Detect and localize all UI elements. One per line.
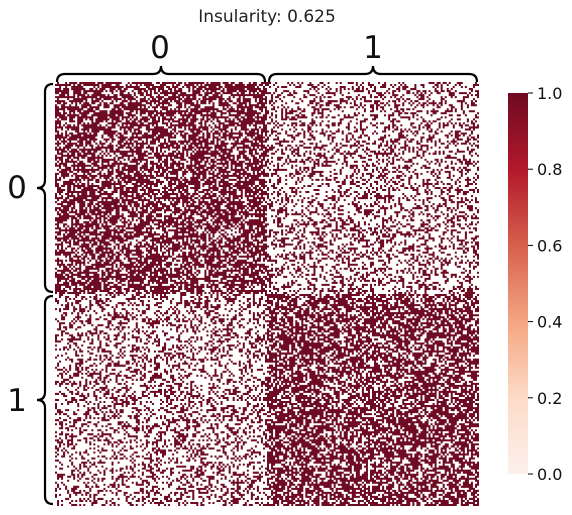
colorbar-tick-label-0: 0.0 xyxy=(537,465,562,484)
colorbar-ticks: 0.0 0.2 0.4 0.6 0.8 1.0 xyxy=(528,84,562,484)
heatmap-block-0-0 xyxy=(55,82,267,294)
colorbar-tick-label-4: 0.8 xyxy=(537,160,562,179)
heatmap-cells xyxy=(55,82,479,506)
top-block-label-1: 1 xyxy=(363,30,383,66)
left-block-label-0: 0 xyxy=(7,170,27,206)
heatmap-block-1-0 xyxy=(55,294,267,506)
colorbar xyxy=(508,93,528,474)
left-block-label-1: 1 xyxy=(7,383,27,419)
heatmap-block-1-1 xyxy=(267,294,479,506)
top-brace-1 xyxy=(267,65,479,83)
colorbar-tick-label-5: 1.0 xyxy=(537,84,562,103)
block-braces xyxy=(36,65,479,506)
top-brace-0 xyxy=(55,65,267,83)
chart-title: Insularity: 0.625 xyxy=(198,7,336,27)
left-brace-0 xyxy=(36,82,54,294)
colorbar-tick-label-2: 0.4 xyxy=(537,313,562,332)
top-block-label-0: 0 xyxy=(150,30,170,66)
heatmap-block-0-1 xyxy=(267,82,479,294)
left-brace-1 xyxy=(36,294,54,506)
colorbar-tick-label-1: 0.2 xyxy=(537,389,562,408)
colorbar-tick-label-3: 0.6 xyxy=(537,236,562,255)
